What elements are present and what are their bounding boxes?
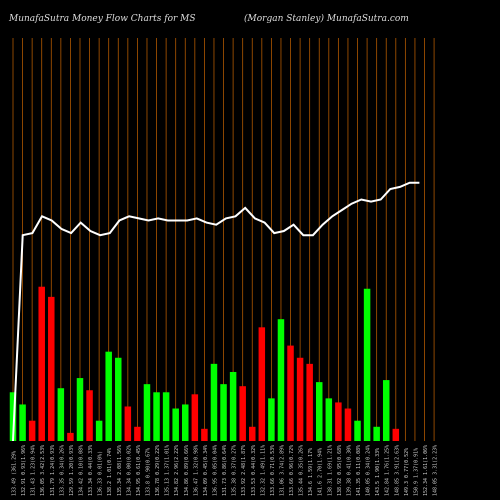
money-flow-bar — [220, 384, 227, 441]
x-tick-label: 138.2 1.01(0.74% — [107, 448, 113, 496]
x-tick-label: 129.59 1.20(0.93% — [69, 445, 75, 496]
money-flow-bar — [306, 363, 313, 441]
x-tick-label: 142.84 1.76(1.25% — [385, 445, 391, 496]
money-flow-bar — [115, 357, 122, 441]
x-tick-label: 138.31 1.69(1.21% — [327, 445, 333, 496]
money-flow-bar — [38, 286, 45, 441]
money-flow-bar — [172, 408, 179, 441]
x-tick-label: 133.34 0.44(0.33% — [88, 445, 94, 496]
x-tick-label: 136.33 0.01(0%) — [98, 451, 104, 496]
money-flow-bar — [249, 426, 256, 441]
x-tick-label: 150.9 1.37(0.91% — [413, 448, 419, 496]
money-flow-bar — [296, 357, 304, 441]
x-tick-label: 133.92 2.48(1.87% — [241, 445, 247, 496]
money-flow-bar — [344, 408, 352, 441]
x-tick-label: 135.44 0.35(0.26% — [299, 445, 305, 496]
x-tick-label: 131.73 0.86(0.64% — [222, 445, 228, 496]
x-tick-label: 152.34 1.61(1.06% — [423, 445, 429, 496]
x-tick-label: 132.91 0.93(1.96% — [21, 445, 27, 496]
money-flow-bar — [76, 378, 84, 441]
x-tick-label: 139.38 0.41(0.30% — [346, 445, 352, 496]
x-tick-label: 134.42 0.10(0.08% — [78, 445, 84, 496]
money-flow-bar — [57, 388, 65, 441]
money-flow-bar — [268, 398, 275, 441]
chart-title: MunafaSutra Money Flow Charts for MS — [9, 14, 196, 24]
money-flow-bar — [182, 404, 189, 441]
x-tick-label: 143.5 1.90(1.33% — [375, 448, 381, 496]
money-flow-bar — [95, 420, 103, 441]
money-flow-bar — [287, 345, 294, 441]
money-flow-bar — [86, 390, 93, 441]
money-flow-bar — [19, 404, 26, 441]
x-tick-label: 131.43 1.23(0.94% — [31, 445, 37, 496]
x-tick-label: 134.95 0.61(0.45% — [136, 445, 142, 496]
money-flow-bar — [277, 319, 285, 441]
money-flow-bar — [67, 432, 74, 441]
x-tick-label: 140.05 0.34(0.24% — [366, 445, 372, 496]
x-tick-label: 135.13 1.37(1.01% — [165, 445, 171, 496]
x-tick-label: 141.6 2.70(1.94% — [318, 448, 324, 496]
money-flow-bar — [9, 392, 17, 441]
money-flow-bar — [325, 398, 333, 441]
x-tick-label: 136.78 0.29(0.22% — [155, 445, 161, 496]
money-flow-bar — [363, 288, 371, 441]
money-flow-bar — [382, 380, 390, 441]
x-tick-label: 136.95 0.05(0.04% — [212, 445, 218, 496]
x-tick-label: 133.35 0.34(0.26% — [59, 445, 65, 496]
x-tick-label: 134.82 2.96(2.22% — [174, 445, 180, 496]
x-tick-label: 138.92 0.95(0.68% — [337, 445, 343, 496]
money-flow-bar — [48, 296, 55, 441]
x-tick-label: 133.66 0.96(0.72% — [289, 445, 295, 496]
money-flow-bar — [153, 392, 160, 441]
money-flow-bar — [143, 384, 151, 441]
x-tick-label: 148.85 3.91(2.63% — [394, 445, 400, 496]
money-flow-bar — [105, 351, 112, 441]
x-tick-label: 133.49 (361.29% — [12, 451, 18, 496]
x-tick-label: 141.35 0.11(0.08% — [356, 445, 362, 496]
x-tick-label: 135.38 0.37(0.27% — [232, 445, 238, 496]
x-tick-label: 135.34 2.08(1.56% — [117, 445, 123, 496]
money-flow-bar — [354, 420, 361, 441]
money-flow-bar — [373, 426, 380, 441]
x-tick-label: 133.8 0.90(0.67% — [145, 448, 151, 496]
money-flow-bar — [28, 420, 36, 441]
money-flow-bar — [191, 394, 199, 441]
money-flow-bar — [210, 363, 218, 441]
money-flow-bar — [134, 426, 141, 441]
x-tick-label: 134.34 0.00(0.02% — [126, 445, 132, 496]
x-tick-label: 136.47 1.32(0.98% — [193, 445, 199, 496]
x-tick-label: 134.09 0.45(0.34% — [203, 445, 209, 496]
x-tick-label: 133.66 0.71(0.53% — [270, 445, 276, 496]
x-tick-label: 131.06 3.74(2.89% — [279, 445, 285, 496]
money-flow-bar — [239, 386, 246, 441]
x-tick-label: 133.53 0.44(0.32% — [251, 445, 257, 496]
chart-subtitle: (Morgan Stanley) MunafaSutra.com — [244, 14, 409, 24]
money-flow-bar — [392, 428, 400, 441]
x-tick-label: 131.79 1.24(0.93% — [50, 445, 56, 496]
money-flow-bar — [315, 382, 323, 441]
x-tick-label: 132.32 1.49(1.11% — [260, 445, 266, 496]
money-flow-bar — [335, 402, 342, 441]
money-flow-bar — [258, 327, 266, 441]
money-flow-bar — [229, 371, 237, 441]
x-tick-label: 134.86 0.89(0.66% — [184, 445, 190, 496]
money-flow-bar — [124, 406, 132, 441]
x-tick-label: 148.05 3.31(2.23% — [433, 445, 439, 496]
price-line — [12, 181, 420, 442]
money-flow-bar — [162, 392, 170, 441]
money-flow-bar — [201, 428, 208, 441]
x-tick-label: 134.6 1.59(1.17% — [308, 448, 314, 496]
x-tick-label: 149.3 0.77(0.52% — [404, 448, 410, 496]
x-tick-label: 136.05 3.42(2.53% — [40, 445, 46, 496]
